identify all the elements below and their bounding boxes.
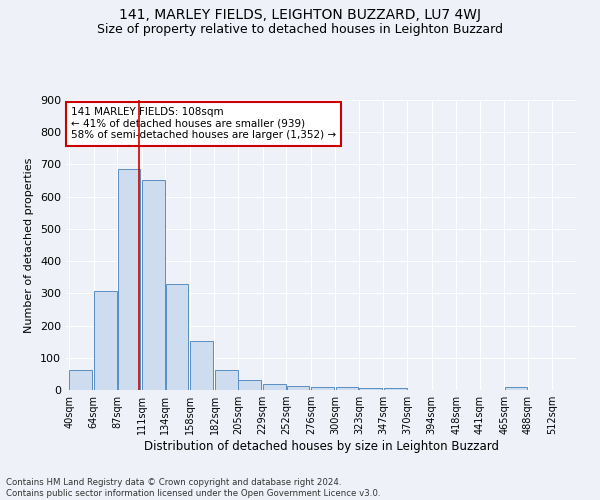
Text: 141 MARLEY FIELDS: 108sqm
← 41% of detached houses are smaller (939)
58% of semi: 141 MARLEY FIELDS: 108sqm ← 41% of detac… <box>71 108 336 140</box>
Bar <box>190 341 213 390</box>
X-axis label: Distribution of detached houses by size in Leighton Buzzard: Distribution of detached houses by size … <box>143 440 499 453</box>
Text: 141, MARLEY FIELDS, LEIGHTON BUZZARD, LU7 4WJ: 141, MARLEY FIELDS, LEIGHTON BUZZARD, LU… <box>119 8 481 22</box>
Bar <box>287 386 310 390</box>
Bar <box>384 388 407 390</box>
Text: Size of property relative to detached houses in Leighton Buzzard: Size of property relative to detached ho… <box>97 22 503 36</box>
Bar <box>311 388 334 390</box>
Bar <box>336 388 358 390</box>
Bar <box>94 291 117 390</box>
Bar <box>238 380 261 390</box>
Bar <box>118 169 140 390</box>
Bar <box>142 180 165 390</box>
Bar <box>505 387 527 390</box>
Bar <box>215 370 238 390</box>
Bar <box>359 388 382 390</box>
Bar <box>166 284 188 390</box>
Y-axis label: Number of detached properties: Number of detached properties <box>25 158 34 332</box>
Bar <box>263 384 286 390</box>
Text: Contains HM Land Registry data © Crown copyright and database right 2024.
Contai: Contains HM Land Registry data © Crown c… <box>6 478 380 498</box>
Bar <box>70 370 92 390</box>
